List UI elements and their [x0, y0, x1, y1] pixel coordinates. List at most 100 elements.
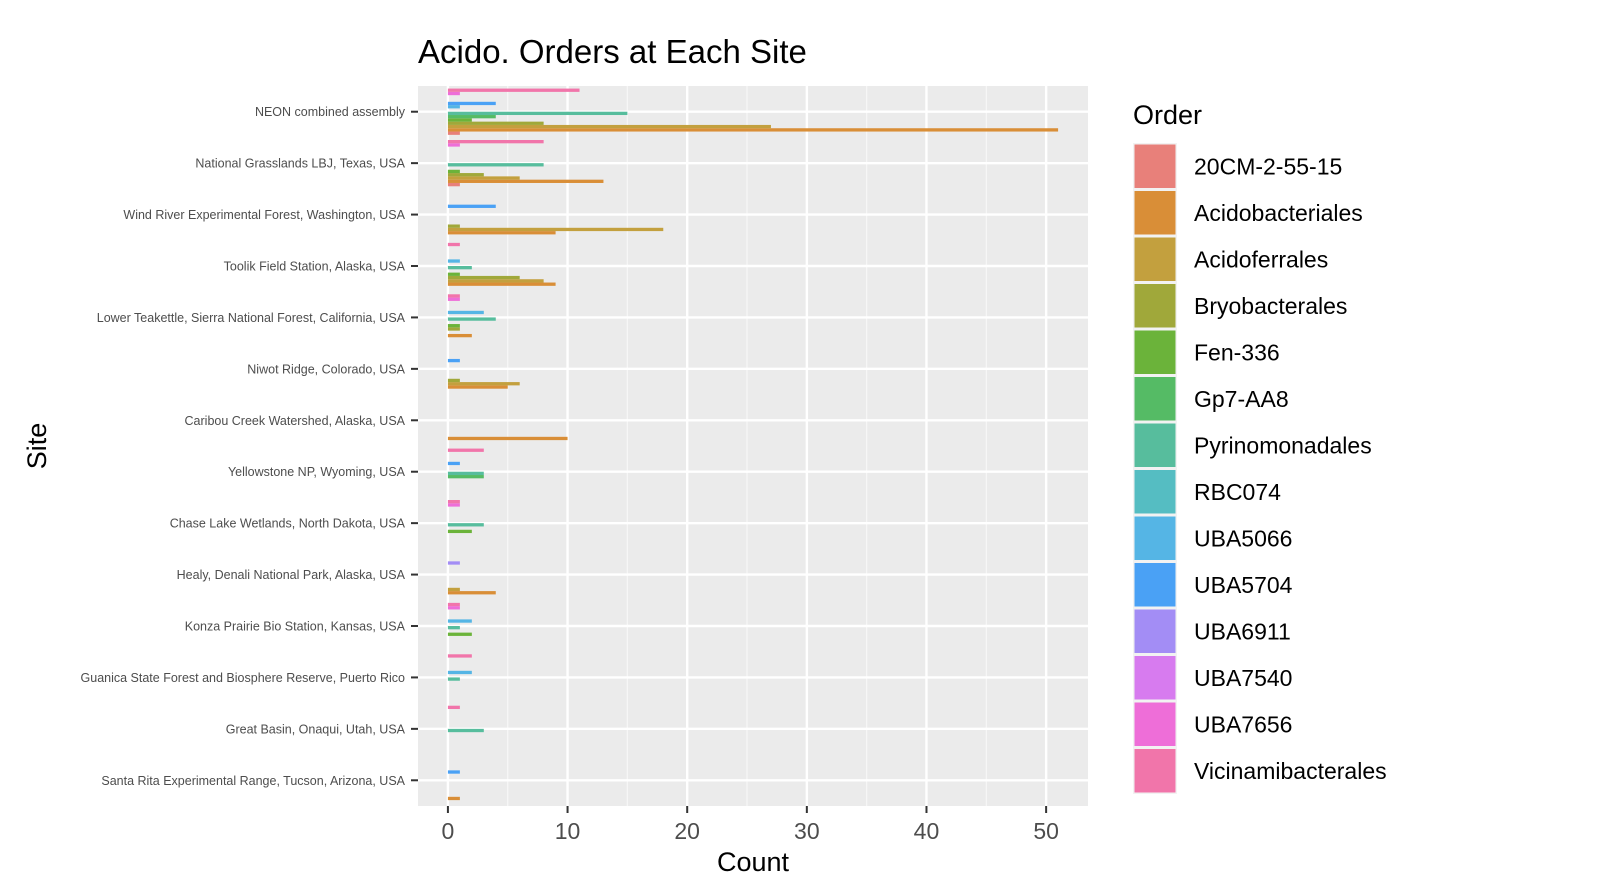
- bar-Bryobacterales: [447, 224, 460, 228]
- legend-label: Vicinamibacterales: [1194, 758, 1387, 784]
- bar-Vicinamibacterales: [447, 140, 544, 144]
- bar-UBA5704: [447, 101, 496, 106]
- bar-20CM-2-55-15: [447, 131, 460, 135]
- bar-Acidobacteriales: [447, 333, 472, 338]
- bar-Acidoferrales: [447, 227, 664, 232]
- legend-swatch-Acidoferrales: [1134, 237, 1176, 281]
- bar-Acidobacteriales: [447, 591, 496, 595]
- legend-swatch-Vicinamibacterales: [1134, 749, 1176, 793]
- y-tick-label: Caribou Creek Watershed, Alaska, USA: [185, 414, 406, 428]
- bar-Acidobacteriales: [447, 128, 1059, 132]
- bar-Acidobacteriales: [447, 282, 556, 286]
- x-axis: 0 10 20 30 40 50: [442, 806, 1059, 844]
- bar-UBA5066: [447, 105, 460, 109]
- y-tick-label: Healy, Denali National Park, Alaska, USA: [177, 568, 406, 582]
- bar-Acidoferrales: [447, 124, 771, 129]
- y-tick-label: Lower Teakettle, Sierra National Forest,…: [97, 311, 406, 325]
- bar-UBA5704: [447, 461, 460, 466]
- legend-label: UBA7656: [1194, 711, 1292, 737]
- legend-swatch-UBA7540: [1134, 656, 1176, 700]
- bar-UBA5066: [447, 310, 484, 315]
- bar-Gp7-AA8: [447, 115, 496, 119]
- legend-label: Fen-336: [1194, 339, 1280, 365]
- bar-Pyrinomonadales: [447, 317, 496, 321]
- legend-label: Bryobacterales: [1194, 293, 1347, 319]
- x-axis-label: Count: [717, 847, 790, 877]
- legend-swatch-Fen-336: [1134, 330, 1176, 374]
- legend-swatch-RBC074: [1134, 470, 1176, 514]
- legend-label: Acidoferrales: [1194, 246, 1328, 272]
- bar-Acidoferrales: [447, 587, 460, 592]
- bar-Acidobacteriales: [447, 231, 556, 235]
- bar-Pyrinomonadales: [447, 626, 460, 630]
- bar-Pyrinomonadales: [447, 111, 628, 116]
- legend-label: UBA7540: [1194, 665, 1292, 691]
- bar-Acidobacteriales: [447, 179, 604, 183]
- bar-Vicinamibacterales: [447, 705, 460, 710]
- bar-UBA5066: [447, 259, 460, 263]
- bar-Acidoferrales: [447, 382, 520, 386]
- legend-swatch-Gp7-AA8: [1134, 377, 1176, 421]
- bar-Vicinamibacterales: [447, 602, 460, 607]
- x-tick-label: 20: [674, 818, 700, 844]
- legend-swatch-UBA5066: [1134, 516, 1176, 560]
- legend-label: RBC074: [1194, 479, 1281, 505]
- y-tick-label: Yellowstone NP, Wyoming, USA: [228, 465, 406, 479]
- legend-label: UBA5066: [1194, 525, 1292, 551]
- bar-Bryobacterales: [447, 275, 520, 280]
- bar-Vicinamibacterales: [447, 500, 460, 504]
- bar-Pyrinomonadales: [447, 677, 460, 681]
- bar-20CM-2-55-15: [447, 182, 460, 187]
- bar-Fen-336: [447, 632, 472, 636]
- bar-Bryobacterales: [447, 121, 544, 125]
- bar-marks: [447, 88, 1059, 801]
- bar-UBA7656: [447, 297, 460, 301]
- legend-title: Order: [1133, 100, 1202, 130]
- legend: Order 20CM-2-55-15 Acidobacteriales Acidof…: [1133, 100, 1387, 794]
- bar-Acidoferrales: [447, 279, 544, 283]
- legend-swatch-UBA6911: [1134, 609, 1176, 653]
- bar-Fen-336: [447, 324, 460, 328]
- x-tick-label: 50: [1033, 818, 1059, 844]
- x-tick-label: 40: [914, 818, 940, 844]
- bar-UBA7656: [447, 606, 460, 610]
- bar-Pyrinomonadales: [447, 471, 484, 476]
- bar-Vicinamibacterales: [447, 242, 460, 247]
- bar-Bryobacterales: [447, 378, 460, 383]
- legend-label: UBA5704: [1194, 572, 1293, 598]
- legend-swatch-Acidobacteriales: [1134, 191, 1176, 235]
- bar-UBA7656: [447, 503, 460, 507]
- bar-Acidobacteriales: [447, 385, 508, 389]
- bar-UBA5704: [447, 204, 496, 208]
- bar-UBA6911: [447, 561, 460, 565]
- bar-Acidobacteriales: [447, 436, 568, 441]
- y-tick-label: Niwot Ridge, Colorado, USA: [247, 362, 405, 376]
- y-tick-label: National Grasslands LBJ, Texas, USA: [195, 157, 405, 171]
- bar-Pyrinomonadales: [447, 523, 484, 527]
- bar-Bryobacterales: [447, 173, 484, 177]
- bar-UBA7656: [447, 143, 460, 147]
- legend-swatch-UBA5704: [1134, 563, 1176, 607]
- bar-Acidobacteriales: [447, 796, 460, 801]
- bar-UBA7656: [447, 91, 460, 96]
- bar-UBA5704: [447, 358, 460, 363]
- plot-panel: [418, 86, 1088, 806]
- bar-Vicinamibacterales: [447, 88, 580, 92]
- bar-Acidoferrales: [447, 176, 520, 180]
- bar-Gp7-AA8: [447, 475, 484, 479]
- bar-Fen-336: [447, 529, 472, 534]
- bar-Fen-336: [447, 272, 460, 276]
- y-tick-label: Guanica State Forest and Biosphere Reser…: [81, 671, 406, 685]
- bar-Fen-336: [447, 118, 472, 122]
- legend-swatch-Bryobacterales: [1134, 284, 1176, 328]
- legend-label: Pyrinomonadales: [1194, 432, 1372, 458]
- legend-swatch-UBA7656: [1134, 702, 1176, 746]
- bar-Pyrinomonadales: [447, 266, 472, 270]
- bar-Vicinamibacterales: [447, 448, 484, 452]
- y-tick-label: Chase Lake Wetlands, North Dakota, USA: [170, 517, 406, 531]
- legend-label: 20CM-2-55-15: [1194, 153, 1342, 179]
- x-tick-label: 10: [555, 818, 581, 844]
- chart-title: Acido. Orders at Each Site: [418, 33, 807, 70]
- bar-Vicinamibacterales: [447, 294, 460, 298]
